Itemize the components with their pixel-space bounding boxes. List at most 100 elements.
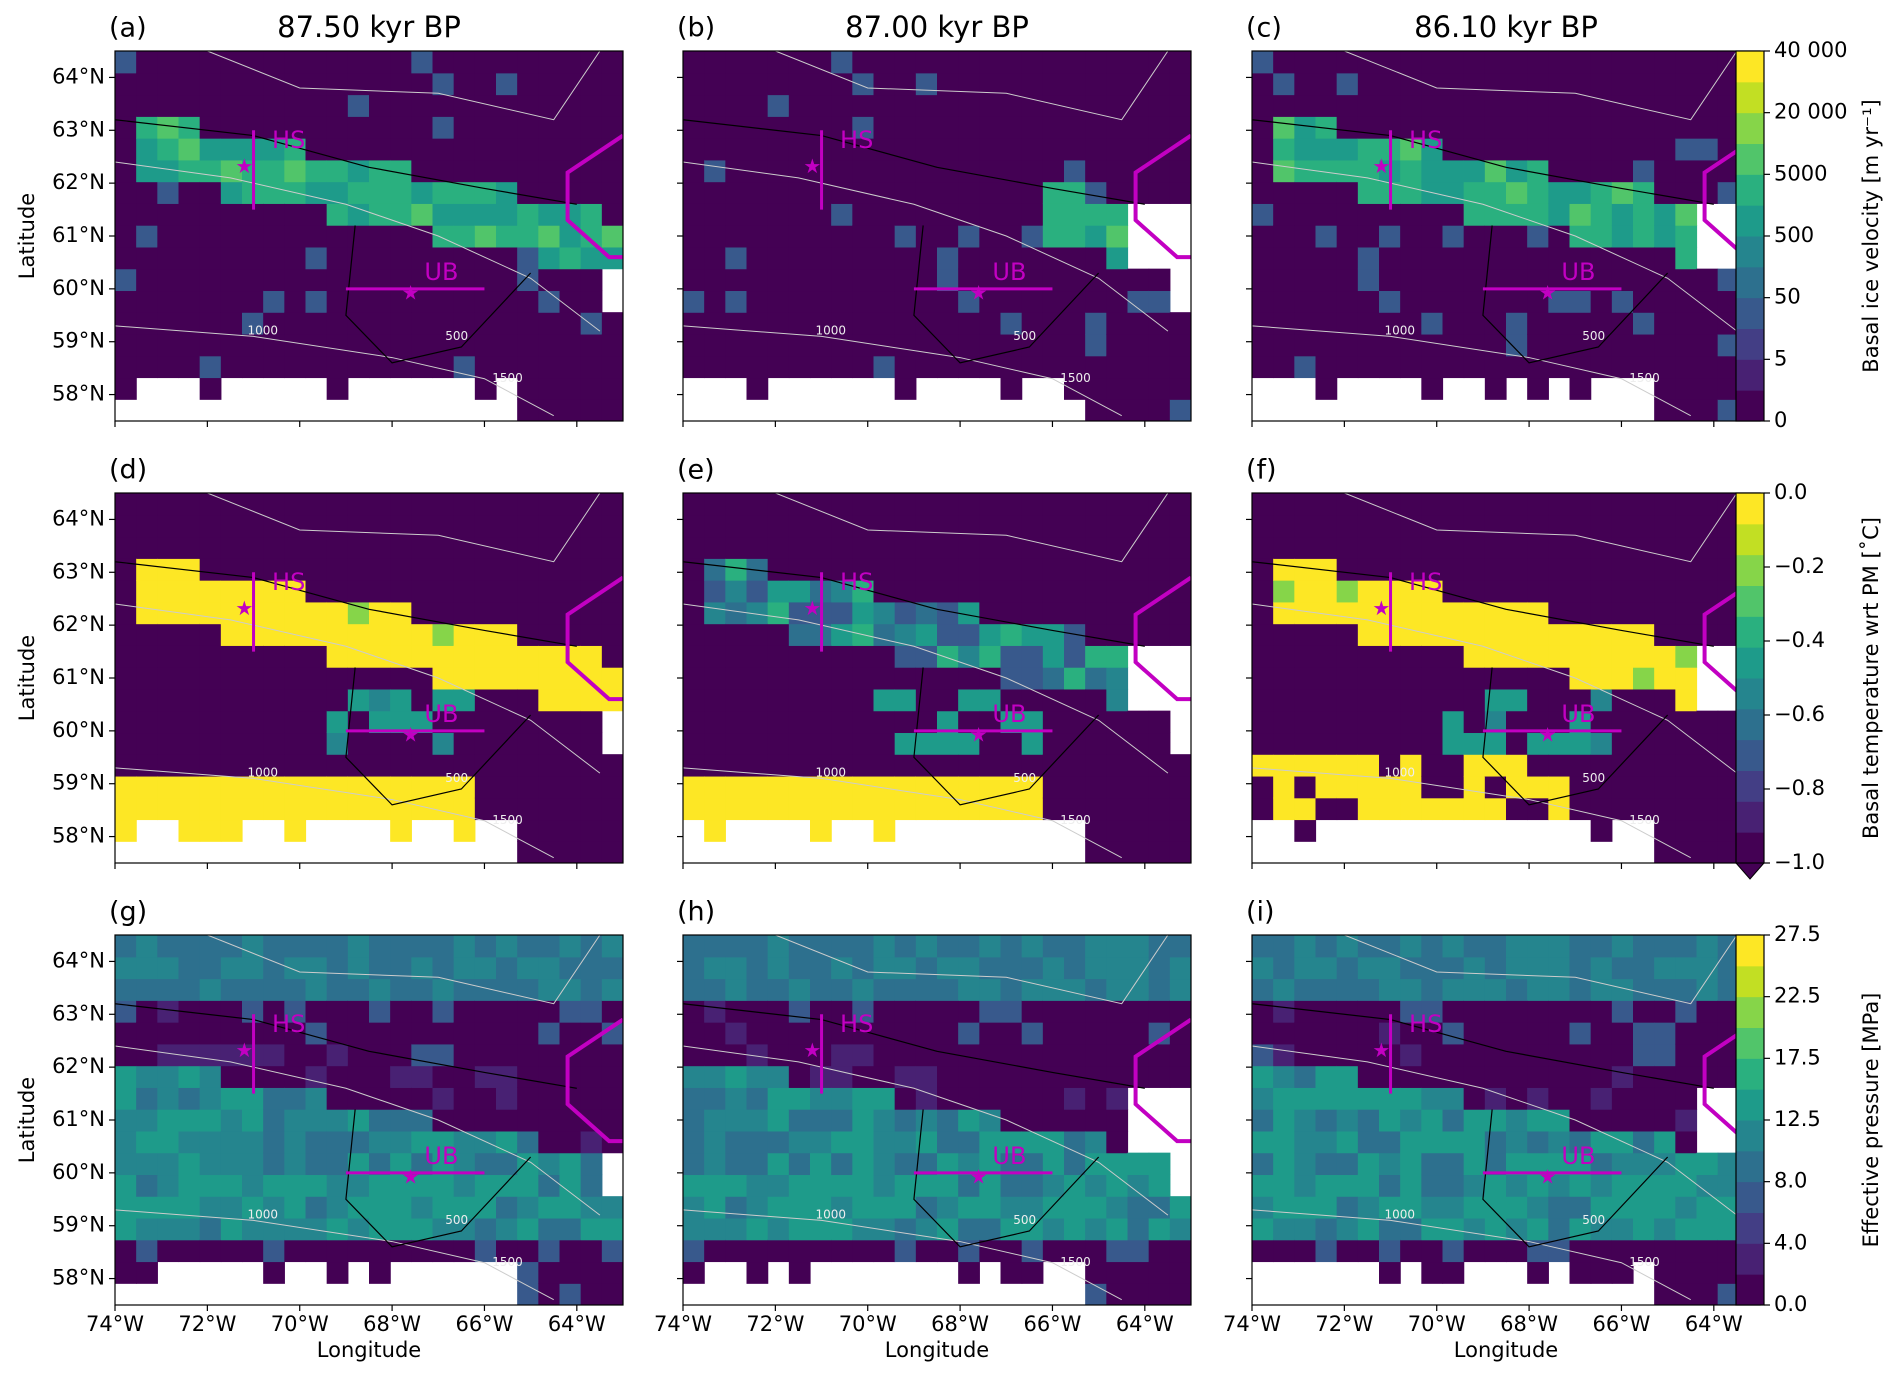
map-cell [263, 94, 285, 117]
map-cell [136, 1022, 158, 1045]
map-cell [263, 72, 285, 96]
map-cell [178, 645, 201, 668]
map-cell [453, 493, 476, 516]
map-cell [958, 493, 980, 516]
map-cell [1315, 978, 1338, 1001]
map-cell [1421, 536, 1444, 559]
map-cell [263, 956, 285, 980]
map-cell [1273, 623, 1295, 646]
map-cell [725, 225, 748, 248]
map-cell [432, 1217, 455, 1241]
map-cell [1400, 51, 1422, 74]
map-cell [1357, 246, 1380, 270]
map-cell [1273, 775, 1295, 799]
map-cell [915, 797, 938, 821]
map-cell [1106, 978, 1129, 1001]
map-cell [1696, 116, 1719, 139]
map-cell [1021, 580, 1044, 603]
map-cell [263, 312, 285, 335]
map-cell [725, 1065, 748, 1088]
map-cell [517, 116, 539, 139]
map-cell [1252, 1109, 1274, 1132]
map-cell [1294, 732, 1317, 755]
map-cell [1400, 558, 1422, 581]
map-cell [1021, 493, 1044, 516]
map-cell [1442, 1065, 1465, 1088]
map-cell [1421, 1239, 1444, 1263]
map-cell [1000, 1065, 1023, 1088]
map-cell [1148, 514, 1171, 538]
x-tick-label: 66°W [1592, 1312, 1650, 1336]
map-cell [1000, 797, 1023, 821]
map-cell [390, 667, 412, 690]
map-cell [411, 732, 434, 755]
contour-label: 1000 [1385, 324, 1416, 338]
map-cell [1675, 159, 1698, 183]
map-cell [1021, 1196, 1044, 1219]
map-cell [1042, 580, 1065, 603]
map-cell [559, 1217, 582, 1241]
map-cell [199, 514, 222, 538]
map-cell [1021, 1152, 1044, 1176]
map-cell [915, 1043, 938, 1067]
map-cell [496, 493, 518, 516]
map-cell [559, 797, 582, 821]
map-cell [1042, 1065, 1065, 1088]
map-cell [559, 246, 582, 270]
x-tick-label: 70°W [839, 1312, 897, 1336]
map-cell [115, 181, 137, 204]
map-cell [347, 754, 370, 777]
map-cell [1252, 72, 1274, 96]
map-cell [1675, 72, 1698, 96]
map-cell [1611, 493, 1634, 516]
map-cell [937, 1239, 959, 1263]
map-cell [1379, 1087, 1401, 1110]
map-cell [1294, 558, 1317, 581]
map-cell [1463, 225, 1486, 248]
map-cell [831, 181, 853, 204]
map-cell [220, 72, 243, 96]
map-cell [538, 225, 561, 248]
map-cell [1085, 377, 1107, 400]
map-cell [1021, 558, 1044, 581]
map-cell [199, 1000, 222, 1023]
map-cell [559, 645, 582, 668]
map-cell [1085, 246, 1107, 270]
map-cell [263, 1000, 285, 1023]
map-cell [852, 1239, 875, 1263]
map-cell [1379, 355, 1401, 379]
contour [683, 325, 1122, 417]
map-cell [453, 710, 476, 734]
map-cell [559, 312, 582, 335]
hs-star: ★ [235, 154, 253, 178]
map-cell [115, 493, 137, 516]
map-cell [601, 956, 623, 980]
map-cell [284, 116, 307, 139]
map-cell [1696, 399, 1719, 421]
map-cell [937, 775, 959, 799]
map-cell [1717, 1239, 1740, 1263]
panel-label: (i) [1246, 897, 1275, 928]
map-cell [1590, 1043, 1613, 1067]
map-cell [115, 688, 137, 712]
map-cell [1506, 138, 1528, 161]
map-cell [1569, 601, 1592, 625]
map-cell [1654, 623, 1676, 646]
map-cell [1315, 94, 1338, 117]
map-cell [683, 290, 705, 313]
x-axis-label: Longitude [1454, 1338, 1558, 1362]
map-cell [1611, 1217, 1634, 1241]
colorbar-tick-label: −1.0 [1774, 850, 1825, 874]
map-cell [1064, 333, 1086, 357]
map-cell [958, 754, 980, 777]
map-cell [580, 514, 603, 538]
map-cell [1021, 1065, 1044, 1088]
map-cell [1527, 623, 1549, 646]
map-cell [725, 268, 748, 292]
map-cell [1294, 159, 1317, 183]
map-cell [474, 355, 497, 379]
map-cell [1085, 290, 1107, 313]
map-cell [1148, 536, 1171, 559]
map-cell [1717, 1000, 1740, 1023]
